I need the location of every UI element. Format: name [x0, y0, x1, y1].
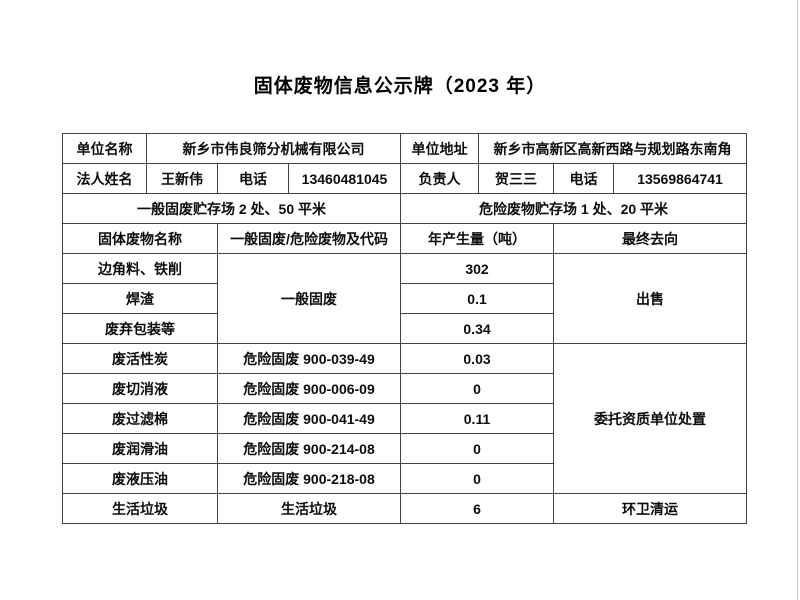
- waste-name: 废过滤棉: [62, 403, 218, 434]
- phone1-label: 电话: [217, 163, 289, 194]
- waste-name: 废润滑油: [62, 433, 218, 464]
- phone1-value: 13460481045: [287, 163, 402, 194]
- waste-type-code: 生活垃圾: [216, 493, 402, 524]
- waste-name: 边角料、铁削: [62, 253, 218, 284]
- table-row: 焊渣 0.1: [62, 283, 747, 314]
- manager-label: 负责人: [400, 163, 480, 194]
- waste-name: 生活垃圾: [62, 493, 218, 524]
- table-row: 废切消液 危险固废 900-006-09 0: [62, 373, 747, 404]
- table-row: 生活垃圾 生活垃圾 6 环卫清运: [62, 493, 748, 524]
- waste-amount: 0.1: [400, 283, 555, 314]
- table-row: 一般固废贮存场 2 处、50 平米 危险废物贮存场 1 处、20 平米: [61, 193, 748, 224]
- waste-amount: 0.11: [400, 403, 555, 434]
- header-type-code: 一般固废/危险废物及代码: [216, 223, 402, 254]
- page-title: 固体废物信息公示牌（2023 年）: [253, 76, 547, 97]
- header-destination: 最终去向: [553, 223, 748, 254]
- waste-name: 废切消液: [62, 373, 218, 404]
- waste-amount: 0.03: [400, 343, 555, 374]
- waste-name: 废液压油: [62, 463, 218, 494]
- waste-amount: 0.34: [400, 313, 555, 344]
- table-header-row: 固体废物名称 一般固废/危险废物及代码 年产生量（吨） 最终去向: [62, 223, 748, 254]
- header-waste-name: 固体废物名称: [62, 223, 218, 254]
- waste-type-code: 危险固废 900-006-09: [216, 373, 402, 404]
- waste-name: 废弃包装等: [62, 313, 218, 344]
- legal-name-value: 王新伟: [146, 163, 218, 194]
- waste-amount: 0: [400, 433, 555, 464]
- unit-address-label: 单位地址: [400, 133, 480, 164]
- header-annual-amount: 年产生量（吨）: [400, 223, 555, 254]
- waste-amount: 6: [400, 493, 555, 524]
- table-row: 废润滑油 危险固废 900-214-08 0: [62, 433, 747, 464]
- table-row: 单位名称 新乡市伟良筛分机械有限公司 单位地址 新乡市高新区高新西路与规划路东南…: [62, 133, 748, 164]
- unit-address-value: 新乡市高新区高新西路与规划路东南角: [478, 133, 748, 164]
- table-row: 废活性炭 危险固废 900-039-49 0.03 委托资质单位处置: [62, 343, 748, 494]
- waste-destination: 委托资质单位处置: [553, 343, 748, 494]
- table-row: 废弃包装等 0.34: [62, 313, 747, 344]
- waste-destination: 出售: [553, 253, 748, 344]
- page-edge-line: [797, 0, 798, 600]
- waste-name: 焊渣: [62, 283, 218, 314]
- waste-amount: 0: [400, 373, 555, 404]
- table-row: 废液压油 危险固废 900-218-08 0: [62, 463, 747, 494]
- waste-type-code: 危险固废 900-214-08: [216, 433, 402, 464]
- waste-type-code: 危险固废 900-218-08: [216, 463, 402, 494]
- table-row: 废过滤棉 危险固废 900-041-49 0.11: [62, 403, 747, 434]
- hazardous-storage-info: 危险废物贮存场 1 处、20 平米: [400, 193, 748, 224]
- manager-value: 贺三三: [478, 163, 555, 194]
- legal-name-label: 法人姓名: [62, 163, 147, 194]
- solid-waste-notice-table: 单位名称 新乡市伟良筛分机械有限公司 单位地址 新乡市高新区高新西路与规划路东南…: [61, 133, 748, 524]
- table-row: 边角料、铁削 一般固废 302 出售: [62, 253, 748, 344]
- waste-type-code: 危险固废 900-039-49: [216, 343, 402, 374]
- waste-amount: 302: [400, 253, 555, 284]
- waste-name: 废活性炭: [62, 343, 218, 374]
- waste-amount: 0: [400, 463, 555, 494]
- waste-type-code: 一般固废: [216, 253, 402, 344]
- unit-name-label: 单位名称: [62, 133, 147, 164]
- phone2-value: 13569864741: [613, 163, 748, 194]
- table-row: 法人姓名 王新伟 电话 13460481045 负责人 贺三三 电话 13569…: [62, 163, 748, 194]
- waste-destination: 环卫清运: [553, 493, 748, 524]
- phone2-label: 电话: [553, 163, 615, 194]
- waste-type-code: 危险固废 900-041-49: [216, 403, 402, 434]
- unit-name-value: 新乡市伟良筛分机械有限公司: [145, 133, 402, 164]
- general-storage-info: 一般固废贮存场 2 处、50 平米: [61, 193, 402, 224]
